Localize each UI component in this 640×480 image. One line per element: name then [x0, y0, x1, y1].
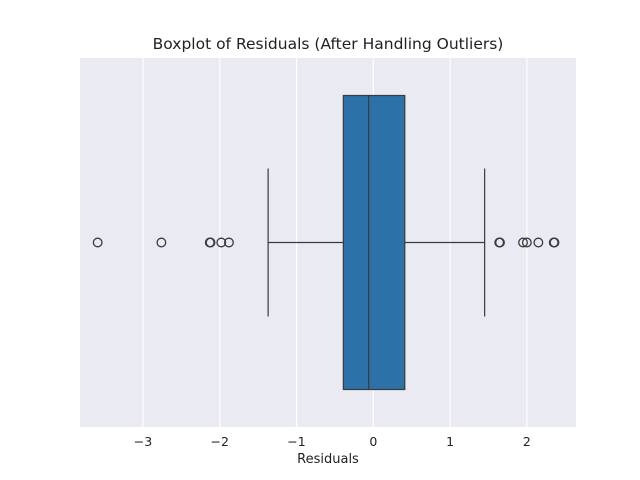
x-tick-label: 0 — [369, 434, 377, 449]
outlier-point — [521, 237, 532, 248]
outlier-point — [224, 237, 234, 248]
whiskers — [267, 168, 486, 317]
chart-title: Boxplot of Residuals (After Handling Out… — [153, 35, 504, 53]
outlier-point — [216, 237, 227, 248]
iqr-box — [342, 94, 406, 391]
outlier-point — [156, 237, 167, 248]
outlier-point — [92, 237, 103, 248]
x-tick-label: −1 — [287, 434, 305, 449]
x-axis-label: Residuals — [297, 452, 359, 467]
x-tick-label: −2 — [211, 434, 229, 449]
outlier-point — [495, 237, 505, 248]
x-tick-label: −3 — [134, 434, 152, 449]
x-tick-label: 1 — [446, 434, 454, 449]
outlier-points — [92, 237, 560, 248]
outlier-point — [549, 237, 560, 248]
outlier-point — [533, 237, 544, 248]
x-tick-label: 2 — [523, 434, 531, 449]
box-group — [342, 94, 406, 391]
outlier-point — [205, 237, 216, 248]
x-axis-ticks: −3 −2 −1 0 1 2 — [134, 434, 531, 449]
outlier-point — [518, 237, 528, 248]
